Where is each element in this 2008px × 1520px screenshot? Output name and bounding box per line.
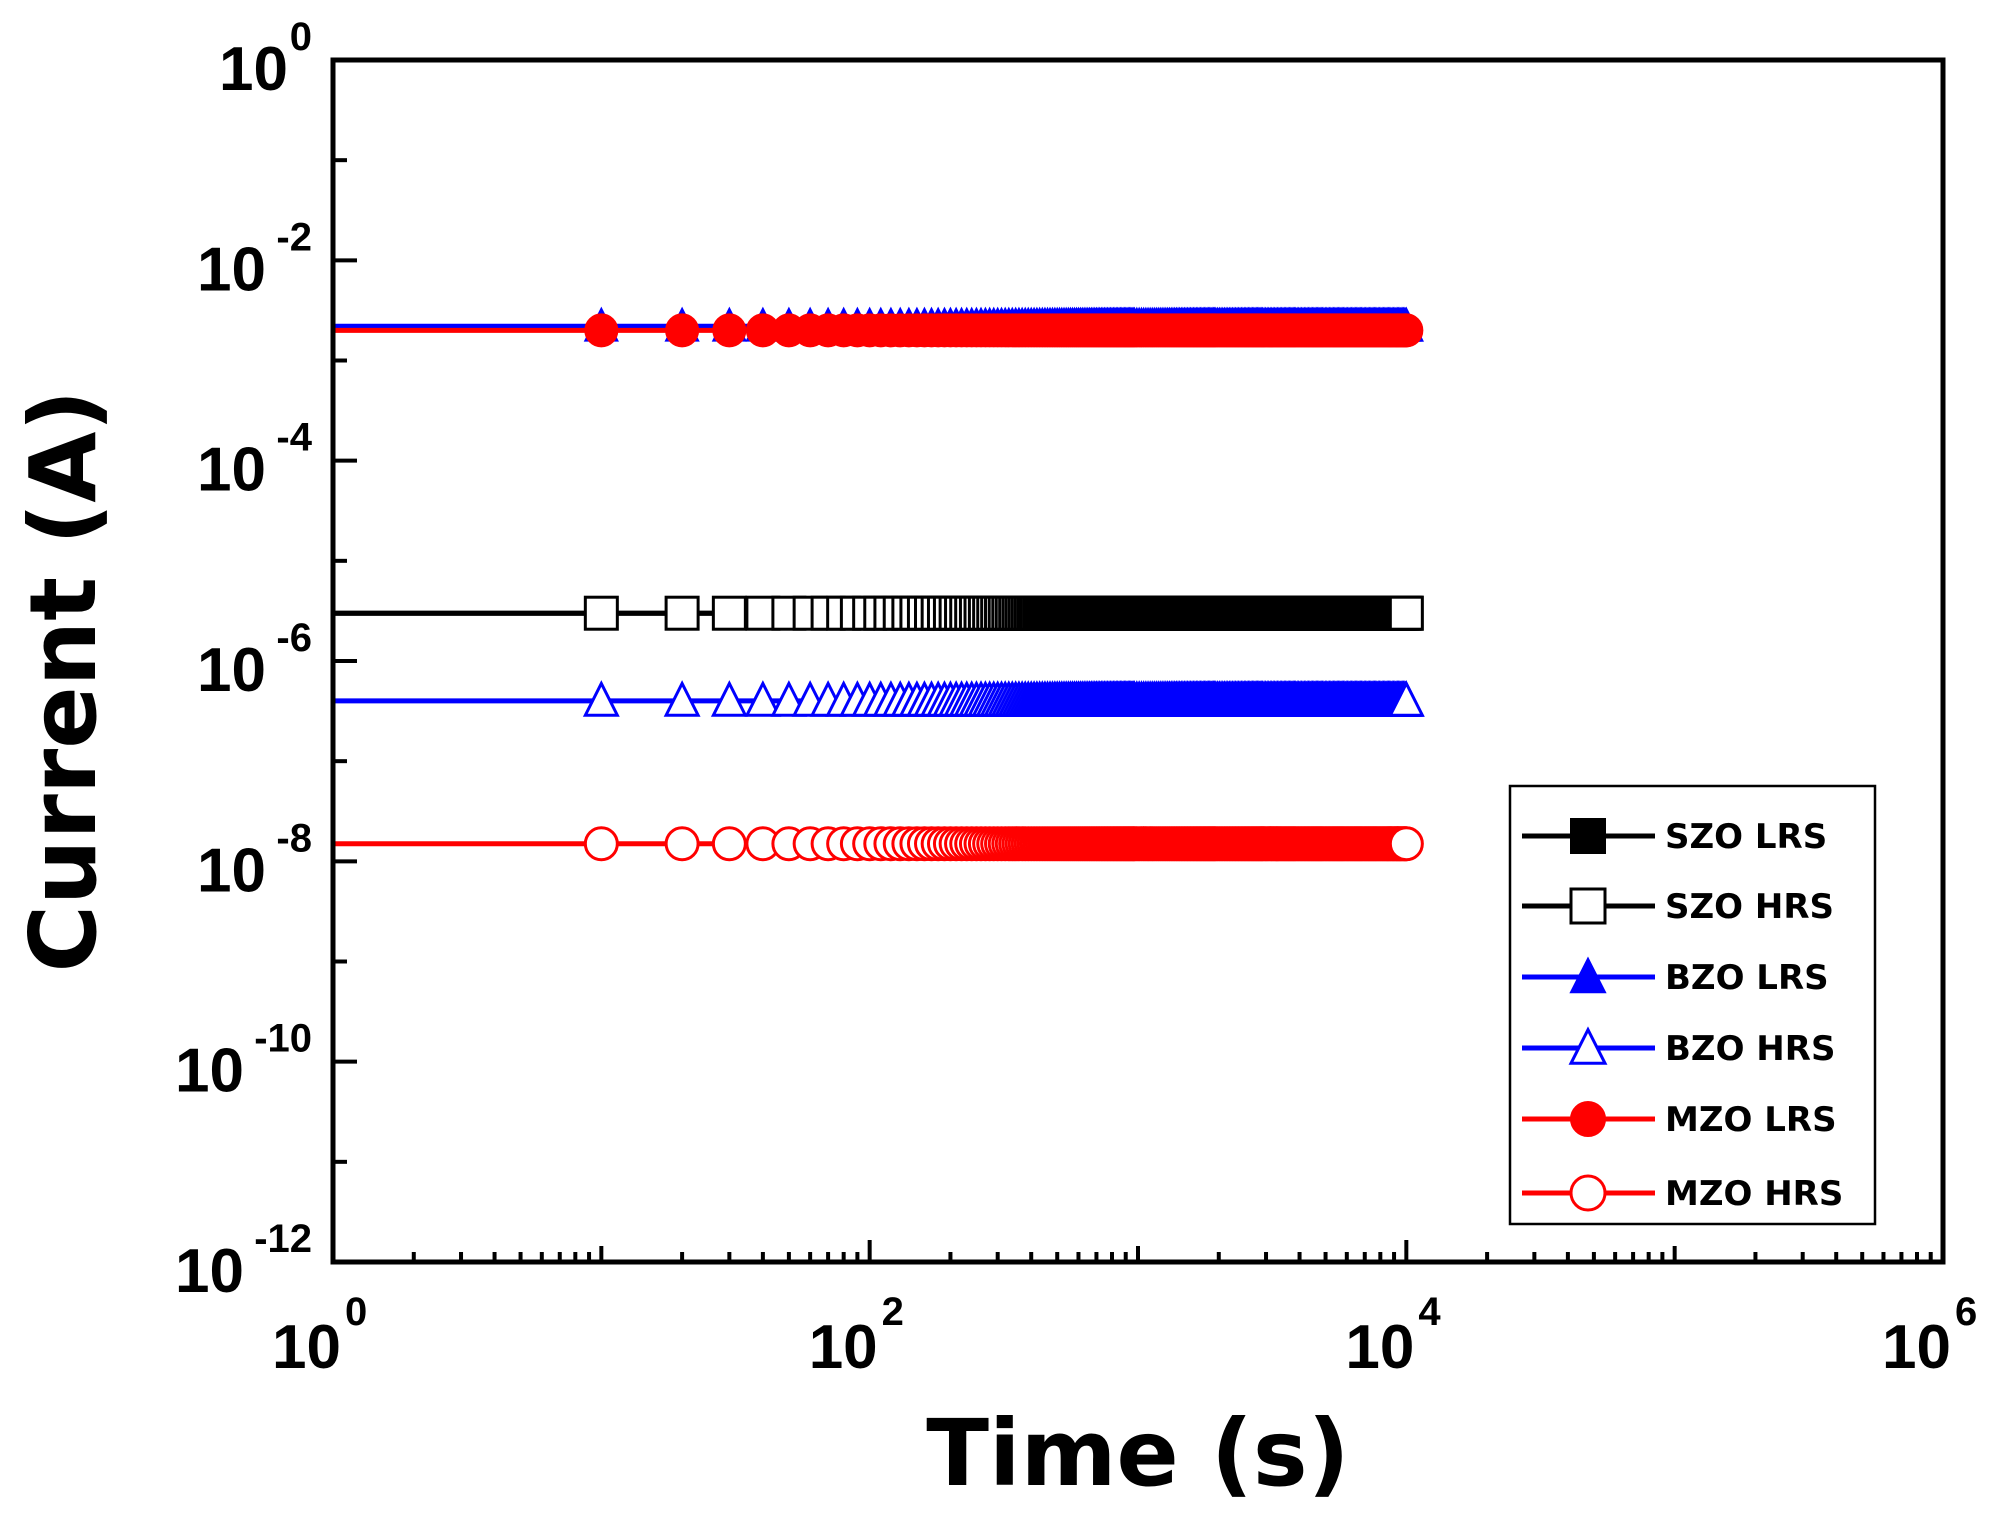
data-point	[711, 595, 747, 631]
x-tick-base: 10	[1882, 1313, 1951, 1382]
legend-box	[1508, 784, 1877, 1226]
y-tick-exponent: -12	[254, 1217, 312, 1261]
data-point	[664, 595, 700, 631]
y-tick-base: 10	[197, 436, 266, 505]
x-tick-exponent: 2	[882, 1290, 904, 1334]
legend-marker	[1569, 887, 1607, 925]
legend-entry: BZO HRS	[1522, 1026, 1835, 1069]
x-tick-label: 104	[1345, 1290, 1441, 1382]
y-tick-exponent: -2	[276, 215, 312, 259]
x-tick-label: 106	[1882, 1290, 1977, 1382]
data-point	[583, 826, 619, 862]
y-tick-base: 10	[197, 636, 266, 705]
ticks-layer: 100102104106010-210-410-610-810-1010-121…	[175, 15, 1977, 1382]
y-tick-label: -610	[197, 616, 312, 705]
data-point	[664, 826, 700, 862]
y-tick-label: -210	[197, 215, 312, 304]
legend-marker	[1569, 1174, 1607, 1212]
y-tick-exponent: 0	[290, 15, 312, 59]
data-point	[584, 313, 619, 348]
x-tick-label: 102	[809, 1290, 904, 1382]
x-tick-base: 10	[272, 1313, 341, 1382]
legend-label: MZO LRS	[1665, 1100, 1837, 1140]
series-bzo-hrs	[333, 680, 1425, 717]
y-tick-base: 10	[197, 836, 266, 905]
y-tick-exponent: -6	[276, 616, 312, 660]
data-point	[665, 313, 700, 348]
x-tick-exponent: 6	[1955, 1290, 1977, 1334]
series-mzo-hrs	[333, 826, 1424, 862]
legend: SZO LRS SZO HRS BZO LRS BZO HRS MZO LRS MZO H…	[1508, 784, 1877, 1226]
x-tick-exponent: 0	[345, 1290, 367, 1334]
series-mzo-lrs	[333, 313, 1424, 348]
data-point	[711, 826, 747, 862]
legend-marker	[1568, 1026, 1608, 1065]
y-tick-base: 10	[175, 1037, 244, 1106]
x-axis-title: Time (s)	[926, 1400, 1349, 1507]
data-point	[663, 680, 701, 717]
x-tick-exponent: 4	[1418, 1290, 1441, 1334]
series-szo-hrs	[333, 595, 1424, 631]
data-point	[1388, 595, 1424, 631]
legend-label: SZO HRS	[1665, 887, 1834, 927]
y-tick-exponent: -4	[276, 416, 312, 460]
data-point	[1388, 826, 1424, 862]
legend-entry: MZO HRS	[1522, 1174, 1843, 1214]
y-axis-title: Current (A)	[10, 390, 117, 973]
y-tick-label: 010	[219, 15, 312, 104]
y-tick-label: -810	[197, 816, 312, 905]
y-tick-label: -410	[197, 416, 313, 505]
x-tick-base: 10	[1345, 1313, 1414, 1382]
legend-entry: BZO LRS	[1522, 956, 1829, 998]
legend-marker	[1570, 1101, 1606, 1137]
data-point	[1389, 313, 1424, 348]
legend-entry: MZO LRS	[1522, 1100, 1837, 1140]
legend-entry: SZO LRS	[1522, 817, 1827, 857]
legend-label: MZO HRS	[1665, 1174, 1843, 1214]
legend-entry: SZO HRS	[1522, 887, 1834, 927]
legend-label: BZO HRS	[1665, 1029, 1835, 1069]
data-point	[1387, 680, 1425, 717]
legend-marker	[1569, 956, 1607, 994]
data-point	[712, 313, 747, 348]
data-point	[710, 680, 748, 717]
legend-marker	[1570, 818, 1606, 854]
data-point	[583, 595, 619, 631]
legend-label: BZO LRS	[1665, 958, 1829, 998]
y-tick-exponent: -8	[276, 816, 312, 860]
data-point	[582, 680, 620, 717]
x-tick-base: 10	[809, 1313, 878, 1382]
x-tick-label: 100	[272, 1290, 367, 1382]
legend-label: SZO LRS	[1665, 817, 1827, 857]
y-tick-exponent: -10	[254, 1017, 312, 1061]
y-tick-base: 10	[197, 235, 266, 304]
data-point	[744, 680, 782, 717]
series-layer	[333, 306, 1425, 862]
y-tick-base: 10	[175, 1237, 244, 1306]
y-tick-base: 10	[219, 35, 288, 104]
